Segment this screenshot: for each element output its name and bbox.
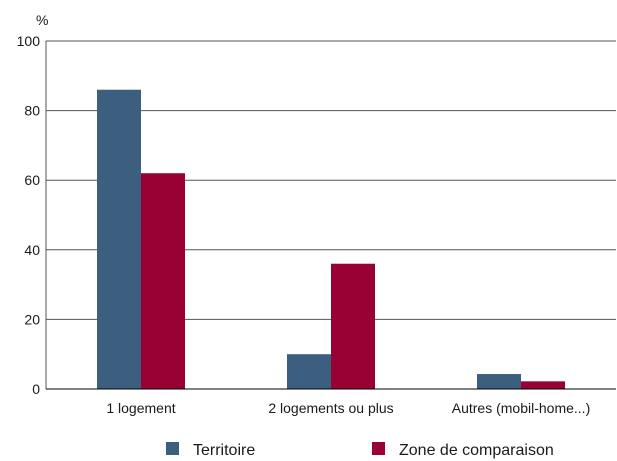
x-tick-label: 1 logement <box>106 400 175 416</box>
legend-label: Zone de comparaison <box>399 442 554 459</box>
x-tick-labels: 1 logement 2 logements ou plus Autres (mob… <box>106 400 590 416</box>
y-tick-label: 100 <box>17 33 41 49</box>
bar-territoire <box>97 89 141 389</box>
y-tick-label: 40 <box>24 242 40 258</box>
y-tick-label: 0 <box>32 381 40 397</box>
y-tick-labels: 0 20 40 60 80 100 <box>17 33 41 397</box>
y-tick-label: 80 <box>24 103 40 119</box>
x-tick-label: 2 logements ou plus <box>268 400 393 416</box>
bars <box>97 89 565 389</box>
y-axis-label: % <box>36 12 48 28</box>
y-tick-label: 20 <box>24 311 40 327</box>
bar-zone-comparaison <box>141 173 185 389</box>
x-tick-label: Autres (mobil-home...) <box>452 400 590 416</box>
bar-zone-comparaison <box>331 263 375 389</box>
y-tick-label: 60 <box>24 172 40 188</box>
legend-swatch <box>372 442 385 455</box>
bar-territoire <box>287 354 331 389</box>
bar-zone-comparaison <box>521 381 565 389</box>
legend: Territoire Zone de comparaison <box>166 442 554 459</box>
legend-swatch <box>166 442 179 455</box>
legend-label: Territoire <box>193 442 255 459</box>
bar-territoire <box>477 374 521 389</box>
